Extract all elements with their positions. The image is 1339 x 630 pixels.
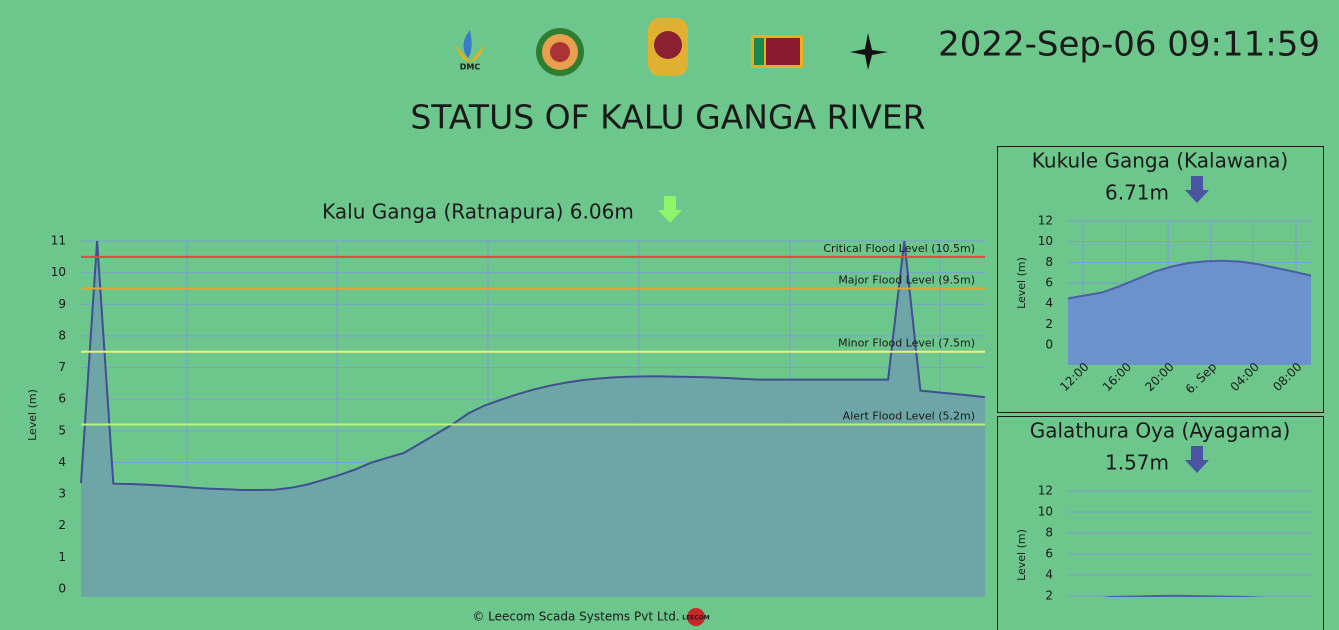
panel (997, 146, 1324, 413)
area-fill (1112, 595, 1245, 597)
y-tick-label: 12 (1038, 484, 1053, 498)
current-value: 6.71m (1105, 181, 1169, 205)
logo-dmc: DMC (455, 30, 485, 72)
plot-area (1067, 220, 1312, 365)
y-tick-label: 8 (1045, 526, 1053, 540)
y-tick-label: 12 (1038, 214, 1053, 228)
threshold-label: Major Flood Level (9.5m) (838, 273, 975, 286)
series-line (80, 240, 986, 491)
y-tick-label: 4 (1045, 296, 1053, 310)
datetime: 2022-Sep-06 09:11:59 (938, 25, 1320, 65)
y-tick-label: 10 (1038, 234, 1053, 248)
threshold-label: Critical Flood Level (10.5m) (823, 242, 975, 255)
y-tick-label: 11 (51, 234, 66, 248)
y-tick-label: 6 (58, 392, 66, 406)
y-tick-label: 8 (58, 328, 66, 342)
threshold-label: Alert Flood Level (5.2m) (843, 409, 975, 422)
y-tick-label: 4 (1045, 568, 1053, 582)
trend-arrow (658, 196, 682, 223)
y-tick-label: 2 (58, 518, 66, 532)
y-tick-label: 9 (58, 297, 66, 311)
y-tick-label: 3 (58, 487, 66, 501)
plot-area (1068, 490, 1311, 597)
y-tick-label: 7 (58, 360, 66, 374)
y-tick-label: 4 (58, 455, 66, 469)
x-tick-label: 6. Sep (1183, 360, 1220, 397)
current-value: 1.57m (1105, 451, 1169, 475)
logo-flag (751, 35, 803, 68)
chart-title: Kukule Ganga (Kalawana) (1032, 149, 1288, 173)
y-tick-label: 2 (1045, 317, 1053, 331)
y-axis-label: Level (m) (26, 389, 39, 441)
y-tick-label: 2 (1045, 589, 1053, 603)
chart: Kalu Ganga (Ratnapura) 6.06m Level (m) 0 1 2… (26, 196, 986, 597)
y-tick-label: 5 (58, 423, 66, 437)
chart: Galathura Oya (Ayagama) 1.57m Level (m) 2 4 6… (1015, 419, 1311, 603)
chart-title: Kalu Ganga (Ratnapura) 6.06m (322, 200, 634, 224)
area-fill (1068, 260, 1311, 365)
trend-arrow (1185, 176, 1209, 203)
y-tick-label: 6 (1045, 547, 1053, 561)
y-tick-label: 1 (58, 550, 66, 564)
y-axis-label: Level (m) (1015, 529, 1028, 581)
plot-area (80, 240, 986, 597)
logo-text: DMC (460, 63, 481, 72)
series-line (1067, 259, 1312, 300)
y-tick-label: 10 (51, 265, 66, 279)
area-fill (81, 241, 985, 597)
threshold-label: Minor Flood Level (7.5m) (838, 337, 975, 350)
y-tick-label: 8 (1045, 255, 1053, 269)
series-line (1101, 594, 1265, 597)
y-axis-label: Level (m) (1015, 257, 1028, 309)
logo-crest (648, 18, 688, 76)
y-tick-label: 6 (1045, 276, 1053, 290)
trend-arrow (1185, 446, 1209, 473)
logo-emblem (536, 28, 584, 76)
y-tick-label: 0 (58, 582, 66, 596)
logo-mark (850, 33, 888, 70)
footer-logo: LEECOM (682, 608, 710, 626)
panel (997, 416, 1324, 630)
footer-text: © Leecom Scada Systems Pvt Ltd. (472, 610, 679, 624)
page-title: STATUS OF KALU GANGA RIVER (410, 98, 925, 137)
footer-logo-text: LEECOM (682, 615, 710, 622)
chart-title: Galathura Oya (Ayagama) (1030, 419, 1291, 443)
y-tick-label: 10 (1038, 505, 1053, 519)
y-tick-label: 0 (1045, 338, 1053, 352)
